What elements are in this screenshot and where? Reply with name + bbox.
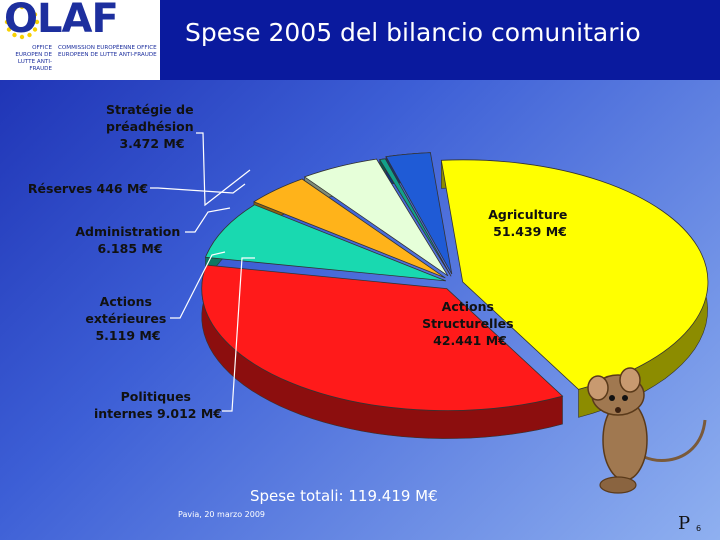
header-bar: OLAF OFFICE EUROPEN DE LUTTE ANTI-FRAUDE… xyxy=(0,0,720,80)
slice-actions-structurelles xyxy=(201,264,564,411)
label-exterieures: Actions extérieures 5.119 M€ xyxy=(85,294,170,343)
leader-exterieures xyxy=(170,251,226,319)
mouse-illustration xyxy=(587,367,707,494)
slice-labels: Stratégie de préadhésion 3.472 M€ Réserv… xyxy=(28,102,572,421)
label-administration: Administration 6.185 M€ xyxy=(75,224,184,256)
slice-politiques-internes xyxy=(204,204,447,282)
pie-chart: Stratégie de préadhésion 3.472 M€ Réserv… xyxy=(28,102,709,494)
label-internes: Politiques internes 9.012 M€ xyxy=(94,389,222,421)
presentation-date: Pavia, 20 marzo 2009 xyxy=(178,510,266,519)
slice-administration xyxy=(303,158,449,277)
olaf-logo: OLAF OFFICE EUROPEN DE LUTTE ANTI-FRAUDE… xyxy=(0,0,160,80)
label-preadhesion: Stratégie de préadhésion 3.472 M€ xyxy=(106,102,198,151)
slice-agriculture xyxy=(440,159,709,390)
pie-slices xyxy=(201,152,709,439)
eu-stars-icon xyxy=(4,4,40,40)
leader-administration xyxy=(185,207,231,233)
label-reserves: Réserves 446 M€ xyxy=(28,181,148,196)
logo-subtext-left: OFFICE EUROPEN DE LUTTE ANTI-FRAUDE xyxy=(15,45,52,72)
leader-preadhesion xyxy=(196,132,251,207)
label-structurelles: Actions Structurelles 42.441 M€ xyxy=(422,299,518,348)
label-agriculture: Agriculture 51.439 M€ xyxy=(488,207,572,239)
logo-subtext-right: COMMISSION EUROPÉENNE OFFICE EUROPEEN DE… xyxy=(58,45,157,58)
slice-actions-ext-rieures xyxy=(253,178,446,279)
leader-lines xyxy=(150,132,255,412)
page-letter: P xyxy=(678,513,691,534)
total-expenditure: Spese totali: 119.419 M€ xyxy=(250,487,438,505)
slice-r-serves xyxy=(379,158,452,277)
logo-word: OLAF xyxy=(4,0,119,42)
slice-strat-gie-de-pr-adh-sion xyxy=(385,152,453,275)
slide-title: Spese 2005 del bilancio comunitario xyxy=(185,18,641,47)
page-number: 6 xyxy=(696,524,702,533)
leader-internes xyxy=(222,257,255,412)
leader-reserves xyxy=(150,183,246,194)
